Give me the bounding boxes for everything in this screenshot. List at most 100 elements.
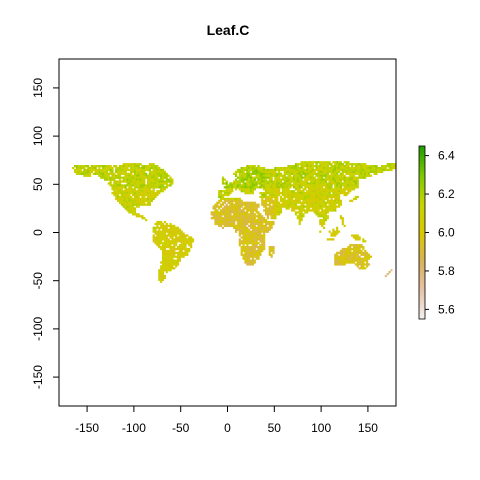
map-cell <box>313 165 316 168</box>
map-cell <box>278 170 281 174</box>
map-cell <box>130 163 133 166</box>
map-cell <box>272 180 275 183</box>
map-cell <box>294 207 298 210</box>
map-cell <box>118 201 122 204</box>
map-cell <box>279 178 283 181</box>
map-cell <box>96 170 99 174</box>
map-cell <box>120 197 123 201</box>
map-cell <box>278 174 281 177</box>
map-cell <box>169 222 172 226</box>
map-cell <box>289 182 292 185</box>
map-cell <box>332 166 335 170</box>
map-cell <box>178 259 181 262</box>
map-cell <box>115 190 118 193</box>
map-cell <box>182 238 185 241</box>
map-cell <box>326 170 329 174</box>
map-cell <box>291 190 294 193</box>
map-cell <box>287 190 290 193</box>
map-cell <box>135 174 138 177</box>
map-cell <box>272 217 275 220</box>
map-cell <box>240 249 243 253</box>
map-cell <box>107 176 110 179</box>
map-cell <box>306 161 309 164</box>
map-cell <box>173 253 176 256</box>
map-cell <box>115 170 118 174</box>
map-cell <box>126 205 129 208</box>
map-cell <box>311 170 314 174</box>
map-cell <box>145 172 148 175</box>
map-cell <box>321 163 324 166</box>
map-cell <box>253 172 256 175</box>
map-cell <box>216 205 219 208</box>
map-cell <box>180 251 183 255</box>
map-cell <box>246 180 249 183</box>
map-cell <box>306 180 309 183</box>
map-cell <box>225 192 228 195</box>
map-cell <box>180 247 183 251</box>
map-cell <box>227 213 230 216</box>
map-cell <box>139 188 142 191</box>
map-cell <box>165 226 168 229</box>
map-cell <box>225 186 228 189</box>
map-cell <box>263 230 266 233</box>
map-cell <box>238 226 241 229</box>
map-cell <box>319 174 322 177</box>
map-cell <box>141 174 144 177</box>
map-cell <box>143 165 146 168</box>
map-cell <box>315 201 318 204</box>
map-cell <box>246 201 249 204</box>
map-cell <box>336 168 339 172</box>
map-cell <box>173 238 176 241</box>
map-cell <box>317 180 320 183</box>
map-cell <box>223 192 226 195</box>
map-cell <box>184 238 187 241</box>
map-cell <box>332 230 335 233</box>
map-cell <box>242 190 245 193</box>
map-cell <box>167 234 170 237</box>
map-cell <box>296 188 299 191</box>
map-cell <box>176 261 180 264</box>
map-cell <box>236 176 240 179</box>
map-cell <box>238 215 241 218</box>
map-cell <box>296 193 299 197</box>
map-cell <box>135 192 138 195</box>
map-cell <box>90 166 93 170</box>
map-cell <box>306 197 309 201</box>
map-cell <box>345 182 348 185</box>
map-cell <box>345 168 348 172</box>
map-cell <box>257 230 260 233</box>
map-cell <box>266 226 269 229</box>
map-cell <box>227 217 230 220</box>
map-cell <box>261 220 264 224</box>
map-cell <box>345 163 348 166</box>
map-cell <box>161 186 165 189</box>
map-cell <box>263 192 266 195</box>
map-cell <box>304 209 307 212</box>
map-cell <box>135 180 138 183</box>
map-cell <box>135 184 138 187</box>
map-cell <box>171 265 174 268</box>
map-cell <box>242 249 245 253</box>
map-cell <box>72 166 75 170</box>
map-cell <box>244 217 247 220</box>
map-cell <box>229 205 232 208</box>
map-cell <box>352 197 356 201</box>
map-cell <box>360 259 363 262</box>
map-cell <box>309 199 313 202</box>
map-cell <box>259 176 262 179</box>
map-cell <box>103 165 107 168</box>
map-cell <box>272 193 275 197</box>
map-cell <box>279 166 283 170</box>
map-cell <box>319 178 322 181</box>
map-cell <box>229 209 232 212</box>
map-cell <box>240 188 243 191</box>
map-cell <box>360 263 363 266</box>
map-cell <box>261 234 264 237</box>
map-cell <box>249 217 253 220</box>
map-cell <box>225 203 228 206</box>
map-cell <box>115 176 118 179</box>
map-cell <box>313 205 316 208</box>
map-cell <box>332 180 335 183</box>
map-cell <box>264 219 268 222</box>
map-cell <box>214 219 217 222</box>
